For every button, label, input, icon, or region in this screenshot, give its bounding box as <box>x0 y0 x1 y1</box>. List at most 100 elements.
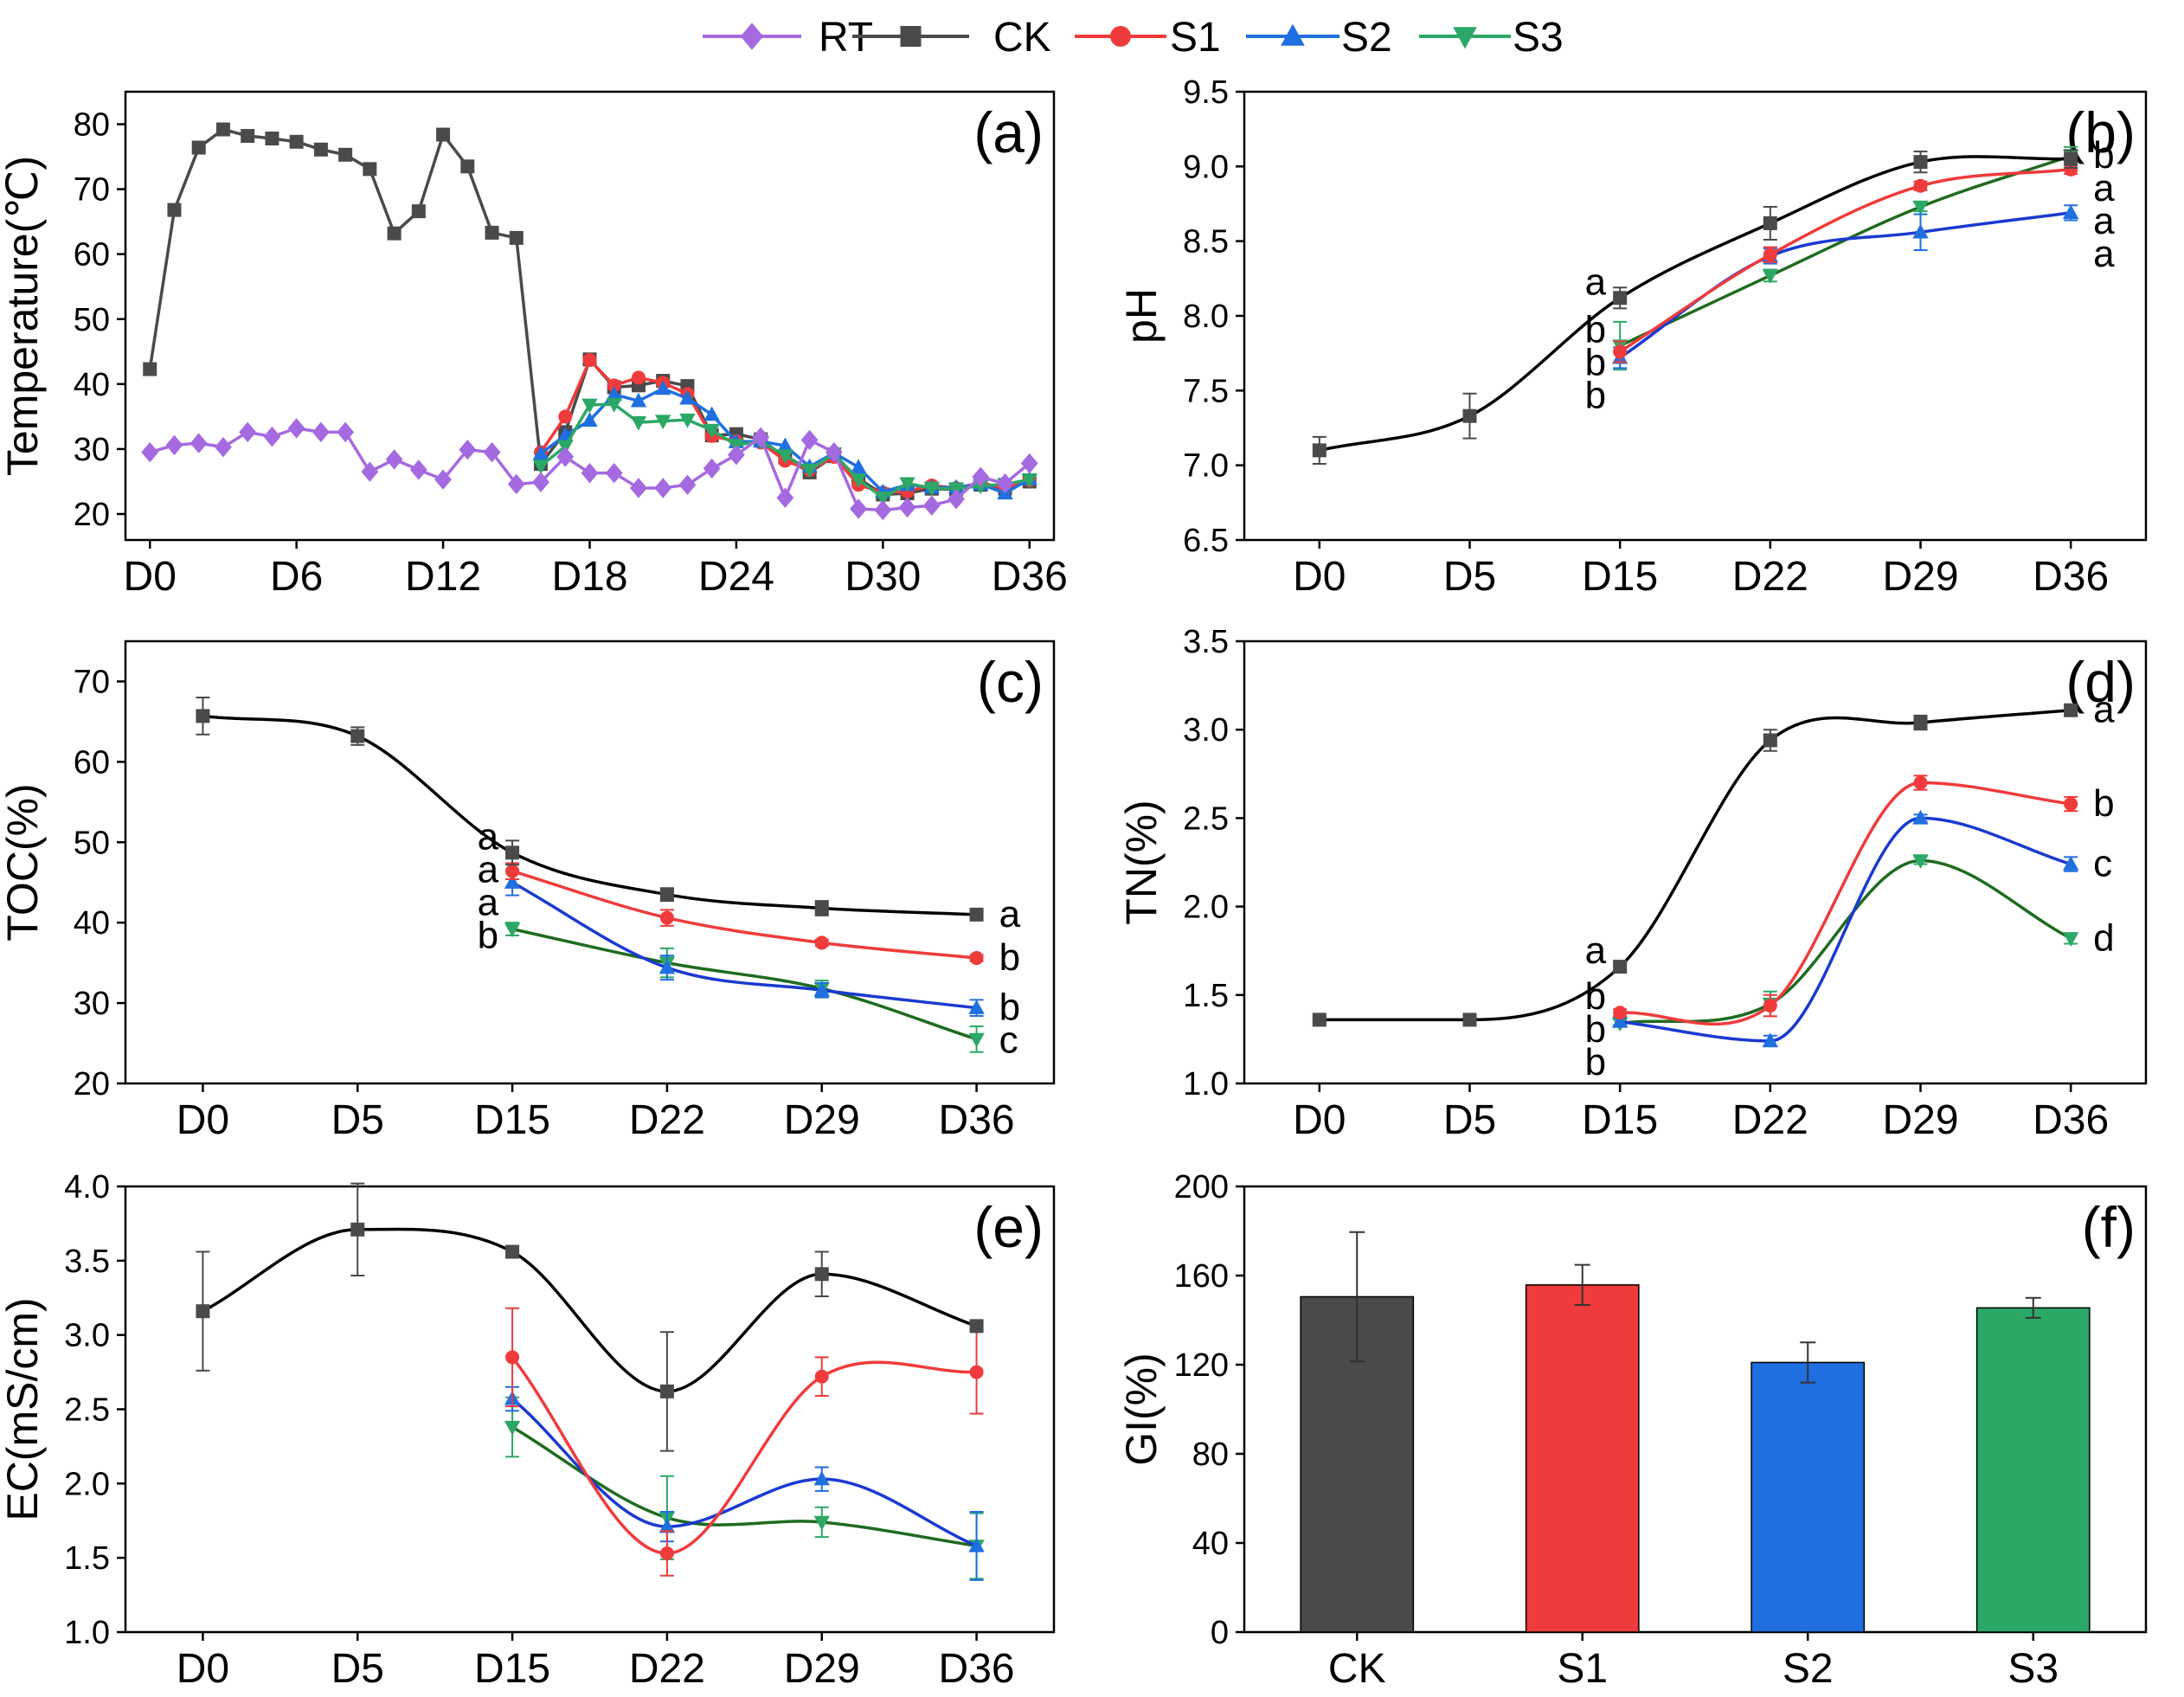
series-s1 <box>1613 775 2078 1026</box>
data-point <box>409 460 427 480</box>
data-point <box>605 462 623 484</box>
series-s3 <box>504 1396 985 1580</box>
y-tick-label: 160 <box>1174 1258 1229 1295</box>
x-tick-label: D0 <box>177 1646 229 1692</box>
data-point <box>1611 1012 1628 1028</box>
bar-s3 <box>1975 1307 2091 1633</box>
data-point <box>581 462 599 484</box>
data-point <box>630 415 647 431</box>
data-point <box>875 492 891 506</box>
y-tick-label: 40 <box>1192 1526 1229 1562</box>
data-point <box>287 418 305 439</box>
fit-curve <box>511 1356 977 1555</box>
panel-label: (d) <box>2065 650 2136 714</box>
data-point <box>968 1032 985 1048</box>
data-point <box>972 466 990 487</box>
significance-letter: a <box>1585 260 1607 303</box>
data-point <box>850 472 867 488</box>
legend-marker-circle-icon <box>1110 26 1131 47</box>
legend-marker-diamond-icon <box>740 22 764 50</box>
significance-letter: b <box>999 936 1020 979</box>
data-point <box>752 427 770 448</box>
data-point <box>1613 344 1628 359</box>
data-point <box>532 445 549 460</box>
data-point <box>385 449 403 470</box>
data-point <box>509 230 524 245</box>
y-tick-label: 7.5 <box>1183 373 1229 409</box>
legend-label: S1 <box>1170 15 1221 61</box>
y-tick-label: 2.0 <box>64 1466 110 1502</box>
data-point <box>800 429 819 451</box>
data-point <box>338 147 353 162</box>
data-point <box>996 472 1014 494</box>
y-tick-label: 2.5 <box>64 1392 110 1429</box>
x-tick-label: D24 <box>698 554 774 600</box>
plot-frame <box>124 640 1056 1085</box>
data-point <box>777 437 793 453</box>
plot-frame <box>1243 90 2148 542</box>
y-tick-label: 8.0 <box>1183 299 1229 335</box>
data-point <box>703 423 720 439</box>
x-tick-label: S1 <box>1557 1646 1608 1692</box>
data-point <box>581 398 598 414</box>
panel-label: (a) <box>973 100 1044 164</box>
data-point <box>505 1244 520 1259</box>
data-point <box>215 122 230 137</box>
data-point <box>239 421 257 443</box>
y-tick-label: 80 <box>74 107 110 144</box>
y-tick-label: 1.5 <box>64 1540 110 1577</box>
plot-frame <box>1243 1185 2148 1634</box>
x-tick-label: D30 <box>845 554 921 600</box>
x-tick-label: D36 <box>2033 554 2109 600</box>
fit-curve <box>1619 858 2072 1025</box>
legend: RT CK S1 S2 S3 <box>703 15 1564 61</box>
significance-letter: c <box>999 1019 1018 1062</box>
significance-letter: b <box>2093 134 2114 177</box>
series-s2 <box>504 868 985 1017</box>
x-tick-label: D36 <box>939 1646 1015 1692</box>
data-point <box>1912 223 1929 239</box>
data-point <box>2062 204 2079 220</box>
y-tick-label: 70 <box>74 172 110 209</box>
data-point <box>968 1537 985 1552</box>
significance-letter: b <box>478 914 498 956</box>
data-point <box>874 499 892 521</box>
x-tick-label: D36 <box>939 1097 1015 1143</box>
y-tick-label: 120 <box>1174 1347 1229 1384</box>
x-tick-label: D0 <box>1293 1097 1346 1143</box>
y-tick-label: 2.0 <box>1183 890 1229 926</box>
x-tick-label: D15 <box>1582 1097 1658 1143</box>
y-axis-label: TOC(%) <box>0 783 47 941</box>
x-tick-label: CK <box>1328 1646 1386 1692</box>
data-point <box>973 479 989 495</box>
x-tick-label: D36 <box>2033 1097 2109 1143</box>
y-tick-label: 30 <box>74 432 110 468</box>
data-point <box>532 472 549 492</box>
fit-curve <box>511 870 977 960</box>
data-point <box>350 729 365 743</box>
significance-letter: a <box>478 815 499 858</box>
significance-letter: a <box>1585 929 1607 972</box>
y-tick-label: 3.0 <box>1183 712 1229 749</box>
x-tick-label: D15 <box>1582 554 1658 600</box>
data-point <box>196 709 210 723</box>
data-point <box>507 473 525 495</box>
data-point <box>436 127 451 142</box>
significance-letter: a <box>478 881 499 923</box>
x-tick-label: D29 <box>784 1097 860 1143</box>
y-tick-label: 7.0 <box>1183 448 1229 485</box>
data-point <box>363 162 377 177</box>
fit-curve <box>202 1227 978 1393</box>
data-point <box>969 951 984 966</box>
significance-letter: b <box>1585 975 1606 1018</box>
series-ck <box>1312 149 2078 465</box>
series-rt <box>141 418 1038 521</box>
data-point <box>1913 178 1928 193</box>
panel-label: (c) <box>977 650 1044 714</box>
x-tick-label: D5 <box>1443 554 1496 600</box>
y-axis-label: Temperature(℃) <box>0 156 47 476</box>
data-point <box>387 226 401 241</box>
significance-letter: a <box>478 848 499 890</box>
legend-item-s2: S2 <box>1246 15 1392 61</box>
